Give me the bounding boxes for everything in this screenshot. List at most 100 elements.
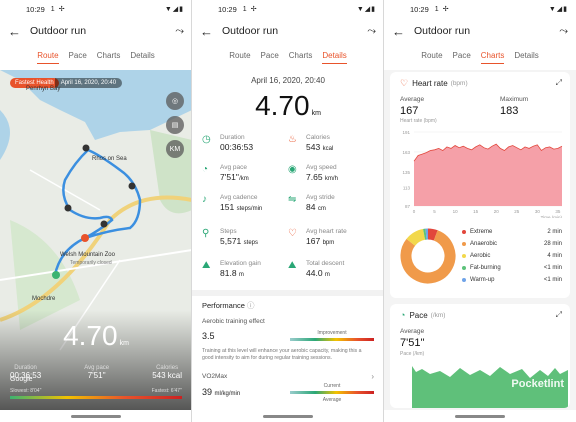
heart-rate-title: ♡ Heart rate (bpm) bbox=[400, 78, 468, 89]
zone-name: Extreme bbox=[470, 229, 493, 235]
share-route-icon[interactable]: ⤳ bbox=[559, 24, 568, 37]
back-arrow-icon[interactable]: ← bbox=[8, 23, 21, 39]
stat-calories-value: 543 kcal bbox=[152, 371, 182, 380]
tab-charts[interactable]: Charts bbox=[288, 51, 313, 60]
tab-details[interactable]: Details bbox=[514, 51, 539, 60]
gesture-bar bbox=[192, 410, 384, 422]
route-stats: Duration 00:36:53 Avg pace 7'51'' Calori… bbox=[0, 365, 192, 380]
metric-label: Duration bbox=[220, 134, 245, 141]
zone-value: 28 min bbox=[543, 241, 562, 247]
status-indicator: 1 bbox=[434, 5, 439, 13]
tab-charts[interactable]: Charts bbox=[96, 51, 121, 60]
tab-route[interactable]: Route bbox=[37, 51, 59, 64]
tab-pace[interactable]: Pace bbox=[260, 51, 279, 60]
clock-icon: ◷ bbox=[202, 134, 211, 145]
metric-unit: km/h bbox=[324, 176, 338, 182]
zone-legend: Extreme 2 min Anaerobic 28 min Aerobic 4 mi… bbox=[462, 226, 562, 286]
tab-details[interactable]: Details bbox=[130, 51, 155, 60]
hr-line bbox=[413, 143, 563, 162]
workout-distance-value: 4.70 bbox=[255, 90, 310, 121]
stat-avg-pace-label: Avg pace bbox=[84, 365, 110, 371]
legend-dot bbox=[462, 266, 466, 270]
info-icon[interactable]: ⓘ bbox=[247, 301, 255, 310]
metric-unit: cm bbox=[317, 206, 326, 212]
aerobic-note: Training at this level will enhance your… bbox=[202, 348, 362, 361]
pace-average-label: Average bbox=[400, 328, 425, 335]
vo2max-scale-average: Average bbox=[322, 397, 342, 403]
expand-icon[interactable]: ⤢ bbox=[555, 310, 562, 319]
hr-x-tick: 5 bbox=[433, 209, 436, 214]
hr-maximum-label: Maximum bbox=[500, 96, 529, 103]
metric-value: 44.0 bbox=[306, 268, 323, 278]
metric-avg-speed: ◉ Avg speed 7.65 km/h bbox=[288, 164, 378, 190]
tab-details[interactable]: Details bbox=[322, 51, 347, 64]
route-distance-value: 4.70 bbox=[63, 320, 118, 351]
zone-name: Aerobic bbox=[470, 253, 491, 259]
tab-route[interactable]: Route bbox=[421, 51, 443, 60]
hr-x-tick: 35 bbox=[555, 209, 561, 214]
metric-value-row: 7.65 km/h bbox=[306, 172, 338, 182]
pinwheel-icon: ✢ bbox=[250, 6, 257, 13]
zone-row-warm-up: Warm-up <1 min bbox=[462, 274, 562, 286]
stat-calories: Calories 543 kcal bbox=[152, 365, 182, 380]
share-route-icon[interactable]: ⤳ bbox=[175, 24, 184, 37]
pace-unit: (/km) bbox=[430, 311, 446, 319]
donut-slice-anaerobic bbox=[400, 230, 456, 284]
back-arrow-icon[interactable]: ← bbox=[200, 23, 213, 39]
home-pill[interactable] bbox=[263, 414, 313, 418]
chip-date: April 16, 2020, 20:40 bbox=[54, 78, 123, 88]
app-bar: ← Outdoor run ⤳ bbox=[384, 20, 576, 42]
flame-icon: ♨ bbox=[288, 134, 297, 145]
hr-y-tick: 163 bbox=[402, 150, 410, 155]
heart-icon: ♡ bbox=[288, 228, 297, 239]
metric-label: Avg speed bbox=[306, 164, 337, 171]
status-bar: 10:29 1 ✢ ▼◢▮ bbox=[192, 0, 384, 18]
hr-average-label: Average bbox=[400, 96, 425, 103]
home-pill[interactable] bbox=[455, 414, 505, 418]
hr-x-tick: 25 bbox=[514, 209, 520, 214]
tab-pace[interactable]: Pace bbox=[452, 51, 471, 60]
metric-avg-heart-rate: ♡ Avg heart rate 167 bpm bbox=[288, 228, 378, 254]
status-indicator: 1 bbox=[242, 5, 247, 13]
hr-y-tick: 113 bbox=[403, 186, 411, 191]
app-bar: ← Outdoor run ⤳ bbox=[0, 20, 192, 42]
share-route-icon[interactable]: ⤳ bbox=[367, 24, 376, 37]
header-background bbox=[384, 18, 576, 70]
gesture-bar bbox=[384, 410, 576, 422]
km-marker-button[interactable]: KM bbox=[166, 140, 184, 158]
expand-icon[interactable]: ⤢ bbox=[555, 78, 562, 87]
metric-value: 543 bbox=[306, 142, 321, 152]
back-arrow-icon[interactable]: ← bbox=[392, 23, 405, 39]
charts-screen: 10:29 1 ✢ ▼◢▮ ← Outdoor run ⤳ Route Pace… bbox=[384, 0, 576, 422]
heart-rate-card: ♡ Heart rate (bpm) ⤢ Average 167 Heart rat… bbox=[390, 72, 570, 298]
tab-route[interactable]: Route bbox=[229, 51, 251, 60]
home-pill[interactable] bbox=[71, 414, 121, 418]
steps-icon: ⚲ bbox=[202, 228, 210, 239]
tab-charts[interactable]: Charts bbox=[480, 51, 505, 64]
workout-date: April 16, 2020, 20:40 bbox=[251, 76, 325, 85]
workout-distance-unit: km bbox=[311, 110, 321, 117]
route-screen: 10:29 1 ✢ ▼◢▮ ← Outdoor run ⤳ Route Pace… bbox=[0, 0, 192, 422]
tab-pace[interactable]: Pace bbox=[68, 51, 87, 60]
metric-elevation-gain: ⛰ Elevation gain 81.8 m bbox=[202, 260, 292, 286]
metric-label: Steps bbox=[220, 228, 237, 235]
hr-x-tick: 20 bbox=[494, 209, 500, 214]
pace-title: ◔ Pace (/km) bbox=[400, 310, 445, 320]
locate-icon[interactable]: ◎ bbox=[166, 92, 184, 110]
vo2max-scale-current: Current bbox=[323, 383, 341, 389]
zone-name: Anaerobic bbox=[470, 241, 498, 247]
metric-value: 167 bbox=[306, 236, 321, 246]
route-map[interactable]: Fastest Health April 16, 2020, 20:40 Pen… bbox=[0, 70, 192, 410]
zone-row-fat-burning: Fat-burning <1 min bbox=[462, 262, 562, 274]
metric-value: 7.65 bbox=[306, 172, 323, 182]
metric-avg-stride: ⇋ Avg stride 84 cm bbox=[288, 194, 378, 220]
status-time: 10:29 bbox=[218, 4, 237, 14]
zone-row-extreme: Extreme 2 min bbox=[462, 226, 562, 238]
vo2max-scale-bar bbox=[290, 391, 374, 394]
chevron-right-icon[interactable]: › bbox=[371, 372, 374, 381]
legend-dot bbox=[462, 242, 466, 246]
metric-value-row: 84 cm bbox=[306, 202, 335, 212]
map-layers-icon[interactable]: ▤ bbox=[166, 116, 184, 134]
map-label-zoo-sub: Temporarily closed bbox=[70, 260, 112, 266]
